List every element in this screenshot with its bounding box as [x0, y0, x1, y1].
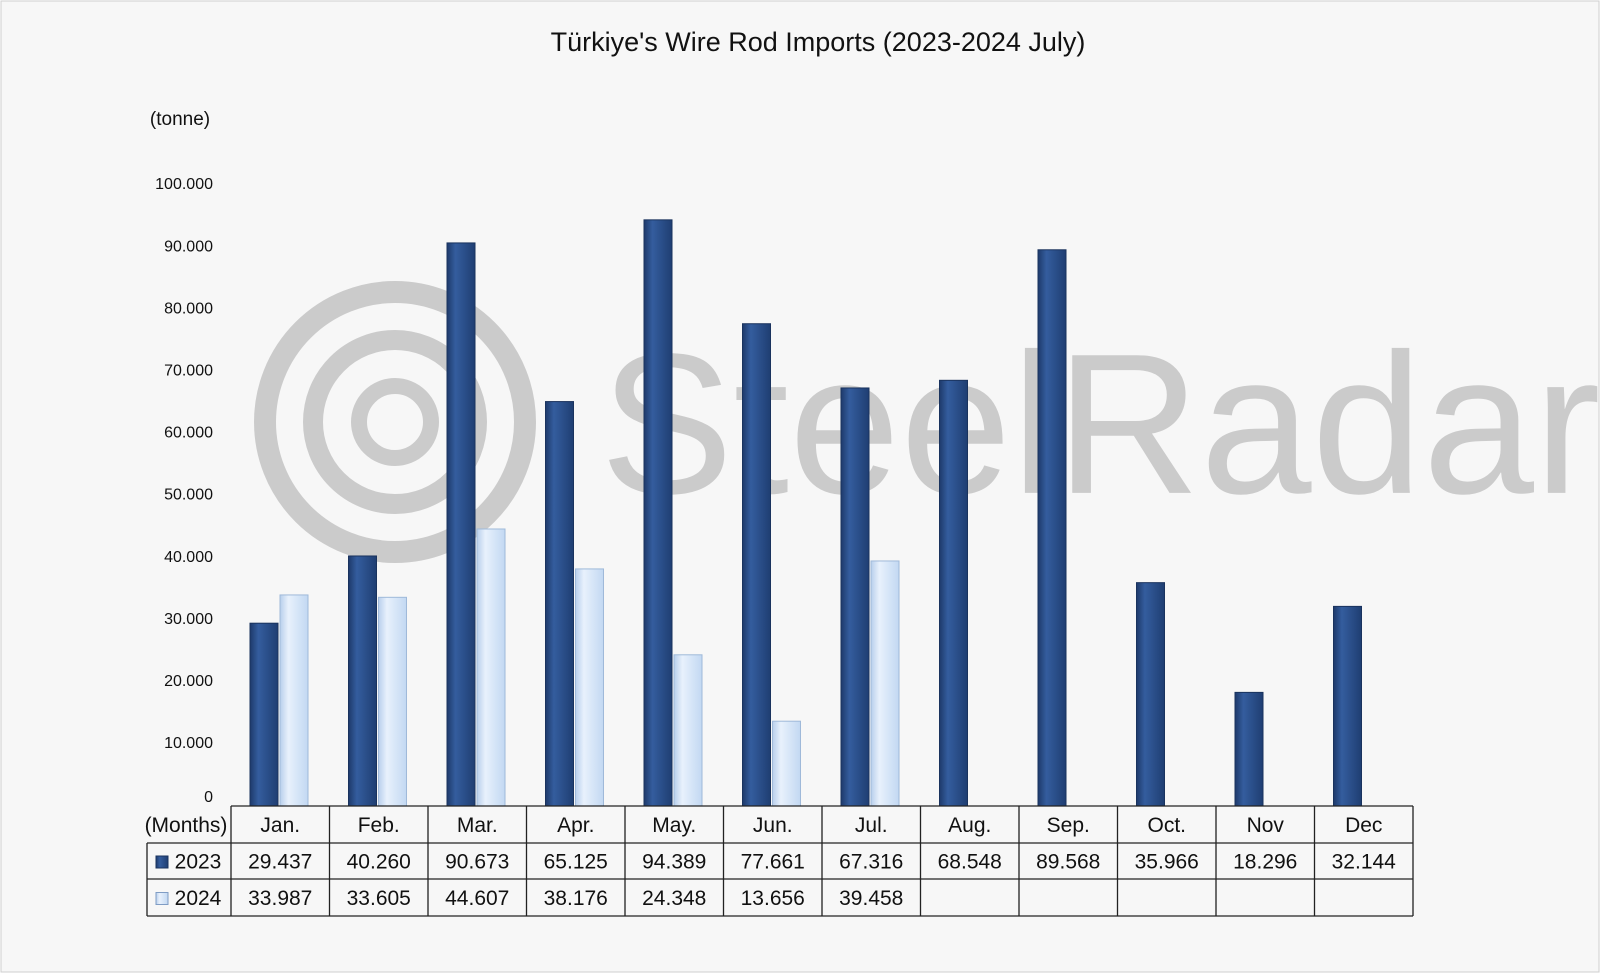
bar	[476, 528, 506, 807]
y-tick-label: 10.000	[164, 735, 213, 752]
x-tick-label: May.	[652, 814, 696, 837]
bar	[348, 555, 377, 807]
table-value: 33.605	[347, 887, 411, 910]
bar	[1136, 582, 1165, 807]
x-tick-label: Jul.	[855, 814, 888, 837]
bar	[1234, 691, 1264, 807]
x-tick-label: Dec	[1345, 814, 1382, 837]
watermark-ring	[254, 281, 536, 563]
y-tick-label: 40.000	[164, 549, 213, 566]
table-value: 89.568	[1036, 851, 1100, 874]
y-tick-label: 50.000	[164, 487, 213, 504]
table-value: 32.144	[1332, 851, 1397, 874]
x-tick-label: Oct.	[1147, 814, 1186, 837]
x-axis-label: (Months)	[145, 814, 228, 837]
y-tick-label: 90.000	[164, 238, 213, 255]
table-value: 40.260	[347, 851, 411, 874]
bar	[249, 622, 279, 807]
table-value: 68.548	[938, 851, 1002, 874]
table-value: 77.661	[741, 851, 805, 874]
table-value: 94.389	[642, 851, 706, 874]
y-tick-label: 20.000	[164, 673, 213, 690]
bar	[279, 594, 309, 807]
table-value: 38.176	[544, 887, 608, 910]
bar	[378, 596, 407, 807]
x-tick-label: Nov	[1247, 814, 1285, 837]
legend-label: 2023	[175, 851, 222, 874]
x-tick-label: Apr.	[557, 814, 594, 837]
bar	[939, 379, 968, 807]
bar	[446, 242, 476, 807]
watermark-ring	[351, 378, 439, 466]
y-axis-label: (tonne)	[150, 109, 210, 130]
bar	[742, 323, 771, 807]
table-value: 65.125	[544, 851, 608, 874]
bar	[643, 219, 673, 807]
table-value: 24.348	[642, 887, 706, 910]
x-tick-label: Aug.	[948, 814, 991, 837]
table-value: 29.437	[248, 851, 312, 874]
bar	[1037, 249, 1067, 807]
y-tick-label: 30.000	[164, 611, 213, 628]
y-tick-label: 100.000	[155, 176, 213, 193]
table-value: 44.607	[445, 887, 509, 910]
chart-title: Türkiye's Wire Rod Imports (2023-2024 Ju…	[551, 27, 1086, 57]
y-tick-label: 80.000	[164, 300, 213, 317]
x-tick-label: Feb.	[358, 814, 400, 837]
table-value: 33.987	[248, 887, 312, 910]
table-value: 67.316	[839, 851, 903, 874]
legend-label: 2024	[175, 887, 222, 910]
bar	[840, 387, 870, 807]
y-tick-label: 70.000	[164, 363, 213, 380]
x-tick-label: Jun.	[753, 814, 793, 837]
legend-swatch	[155, 855, 169, 869]
bar	[673, 654, 703, 807]
y-tick-label: 60.000	[164, 425, 213, 442]
bar	[870, 560, 900, 807]
legend-swatch	[155, 892, 169, 905]
y-tick-label: 0	[204, 789, 213, 806]
x-tick-label: Sep.	[1047, 814, 1090, 837]
x-tick-label: Jan.	[260, 814, 300, 837]
table-value: 18.296	[1233, 851, 1297, 874]
bar	[1333, 605, 1362, 807]
bar	[772, 720, 801, 807]
x-tick-label: Mar.	[457, 814, 498, 837]
watermark-ring	[303, 330, 487, 514]
bar	[575, 568, 604, 807]
table-value: 39.458	[839, 887, 903, 910]
table-value: 13.656	[741, 887, 805, 910]
bar	[545, 401, 574, 807]
table-value: 90.673	[445, 851, 509, 874]
table-value: 35.966	[1135, 851, 1199, 874]
